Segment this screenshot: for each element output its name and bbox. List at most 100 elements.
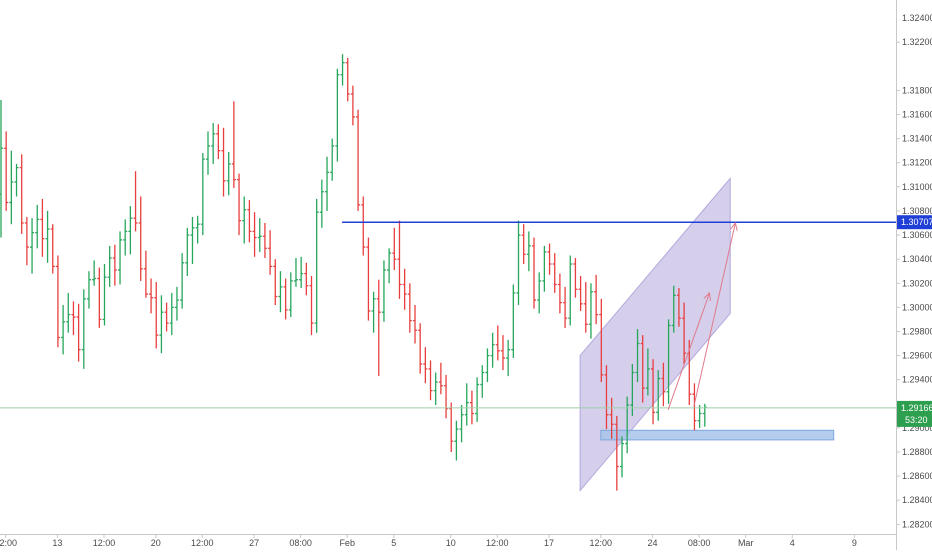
ohlc-bar <box>123 219 128 256</box>
ohlc-bar <box>671 285 676 333</box>
ohlc-bar <box>656 370 661 421</box>
ohlc-bar <box>174 286 179 321</box>
demand-zone <box>600 429 835 441</box>
ohlc-bar <box>45 210 50 263</box>
time-tick-label: 12:00 <box>191 538 214 548</box>
ohlc-bar <box>154 282 159 349</box>
price-tick-label: 1.31000 <box>902 182 932 192</box>
ohlc-bar <box>557 273 562 314</box>
ohlc-bar <box>614 415 619 491</box>
ohlc-bar <box>464 383 469 426</box>
time-tick-label: 12:00 <box>93 538 116 548</box>
resistance-price-text: 1.30707 <box>901 217 932 227</box>
ohlc-bar <box>257 218 262 252</box>
ohlc-bar <box>666 319 671 404</box>
ohlc-bar <box>475 377 480 422</box>
ohlc-bar <box>50 224 55 274</box>
ohlc-bar <box>30 218 34 274</box>
ohlc-bar <box>547 243 552 275</box>
ohlc-bar <box>164 302 169 332</box>
countdown-text: 53:20 <box>905 415 928 425</box>
ohlc-bar <box>319 179 324 228</box>
arrow-head <box>703 291 711 301</box>
ohlc-bar <box>107 245 112 287</box>
ohlc-bar <box>501 335 505 371</box>
ohlc-bar <box>485 348 490 383</box>
ohlc-bar <box>190 217 195 264</box>
ohlc-bar <box>330 138 335 181</box>
time-tick-label: Mar <box>738 538 754 548</box>
ohlc-bar <box>19 154 24 234</box>
ohlc-bar <box>92 260 97 286</box>
ohlc-bar <box>76 303 81 362</box>
price-tick-label: 1.28600 <box>902 471 932 481</box>
channel-drawing <box>579 177 731 492</box>
ohlc-bar <box>262 223 267 258</box>
time-tick-label: 20 <box>151 538 161 548</box>
time-tick-label: 08:00 <box>688 538 711 548</box>
ohlc-bar <box>206 131 210 175</box>
ohlc-bar <box>340 54 345 86</box>
current-price-text: 1.29166 <box>901 403 932 413</box>
ohlc-bar <box>288 272 293 317</box>
ohlc-bar <box>661 362 666 407</box>
ohlc-bar <box>516 220 521 305</box>
ohlc-bar <box>159 295 164 354</box>
time-tick-label: 13 <box>52 538 62 548</box>
ohlc-bar <box>211 123 216 164</box>
ohlc-bar <box>24 217 29 266</box>
time-tick-label: Feb <box>339 538 355 548</box>
ohlc-bar <box>526 231 531 272</box>
ohlc-bar <box>449 402 454 452</box>
ohlc-bar <box>651 359 655 425</box>
ohlc-bar <box>87 271 91 309</box>
ohlc-bar <box>237 173 241 236</box>
ohlc-bar <box>216 124 221 160</box>
ohlc-bar <box>325 156 329 211</box>
ohlc-bar <box>309 276 314 336</box>
ohlc-bar <box>402 268 407 310</box>
arrow-shaft <box>693 222 736 407</box>
ohlc-bar <box>625 396 630 454</box>
arrow-head <box>730 221 738 231</box>
ohlc-bar <box>418 323 423 374</box>
price-tick-label: 1.29400 <box>902 375 932 385</box>
ohlc-bar <box>459 405 464 443</box>
ohlc-bar <box>35 204 40 249</box>
ohlc-bar <box>40 198 45 257</box>
price-tick-label: 1.30800 <box>902 206 932 216</box>
ohlc-bar <box>335 68 340 162</box>
ohlc-bar <box>169 292 174 336</box>
ohlc-bar <box>521 224 526 264</box>
price-tick-label: 1.29800 <box>902 327 932 337</box>
ohlc-bar <box>413 305 417 344</box>
projection-arrow <box>693 221 738 407</box>
price-tick-label: 1.30400 <box>902 254 932 264</box>
ohlc-bar <box>4 131 9 211</box>
ohlc-bar <box>682 302 687 364</box>
ohlc-bar <box>387 248 392 284</box>
ohlc-bar <box>588 283 593 339</box>
ohlc-bar <box>381 260 386 322</box>
projection-arrow <box>667 291 711 410</box>
price-tick-label: 1.31200 <box>902 158 932 168</box>
ohlc-bar <box>506 339 511 377</box>
time-tick-label: 4 <box>790 538 795 548</box>
price-tick-label: 1.30200 <box>902 278 932 288</box>
ohlc-bar <box>81 289 86 369</box>
ohlc-bar <box>9 150 14 225</box>
ohlc-bar <box>314 198 319 333</box>
time-tick-label: 12:00 <box>486 538 509 548</box>
ohlc-bar <box>356 109 361 211</box>
ohlc-bar <box>71 301 76 336</box>
ohlc-bar <box>490 332 495 368</box>
ohlc-bar <box>609 397 614 439</box>
ohlc-bar <box>66 292 71 333</box>
ohlc-bar <box>563 286 568 328</box>
ohlc-bar <box>252 212 257 257</box>
time-tick-label: 9 <box>852 538 857 548</box>
ohlc-bar <box>118 231 122 285</box>
time-tick-label: 17 <box>544 538 554 548</box>
